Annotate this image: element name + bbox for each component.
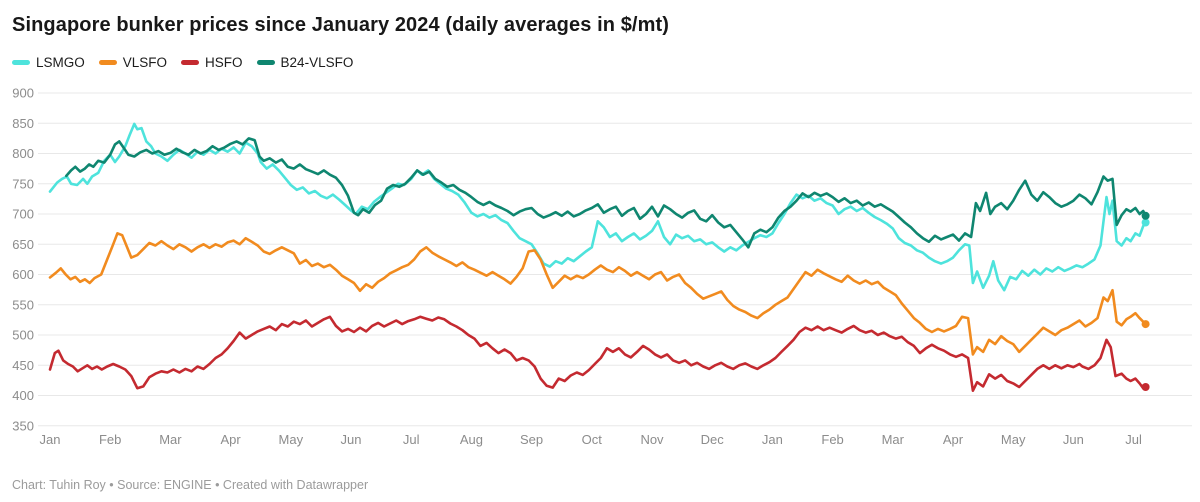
series-end-dot-LSMGO: [1141, 218, 1150, 227]
x-tick-16-May: May: [1001, 432, 1026, 447]
legend-item-VLSFO: VLSFO: [98, 54, 168, 70]
y-tick-650: 650: [12, 237, 34, 252]
series-end-dot-VLSFO: [1141, 320, 1150, 329]
legend-swatch-VLSFO: [98, 59, 117, 65]
legend-item-B24-VLSFO: B24-VLSFO: [256, 54, 354, 70]
series-end-dot-HSFO: [1141, 383, 1150, 391]
x-tick-10-Nov: Nov: [640, 432, 664, 447]
legend-swatch-B24-VLSFO: [256, 59, 275, 65]
y-tick-400: 400: [12, 388, 34, 403]
x-tick-1-Feb: Feb: [99, 432, 121, 447]
chart-area: 350 400 450 500 550 600 650 700 750 800 850 900 Jan F…: [0, 80, 1200, 465]
x-tick-2-Mar: Mar: [159, 432, 182, 447]
y-tick-550: 550: [12, 297, 34, 312]
x-tick-14-Mar: Mar: [882, 432, 905, 447]
y-tick-600: 600: [12, 267, 34, 282]
legend-label-VLSFO: VLSFO: [122, 54, 168, 70]
x-tick-15-Apr: Apr: [943, 432, 964, 447]
x-tick-12-Jan: Jan: [762, 432, 783, 447]
y-tick-900: 900: [12, 86, 34, 101]
legend-swatch-HSFO: [181, 59, 200, 65]
y-tick-350: 350: [12, 418, 34, 433]
legend-swatch-LSMGO: [12, 59, 30, 65]
series-line-HSFO[interactable]: [48, 315, 1147, 392]
series-line-B24-VLSFO[interactable]: [65, 137, 1147, 249]
x-tick-13-Feb: Feb: [821, 432, 843, 447]
x-tick-4-May: May: [279, 432, 304, 447]
legend: LSMGO VLSFO HSFO B24-VLSFO: [0, 38, 1200, 70]
x-tick-5-Jun: Jun: [341, 432, 362, 447]
x-tick-6-Jul: Jul: [403, 432, 420, 447]
legend-item-HSFO: HSFO: [181, 55, 243, 70]
y-tick-700: 700: [12, 207, 34, 222]
y-tick-500: 500: [12, 328, 34, 343]
x-tick-18-Jul: Jul: [1125, 432, 1142, 447]
y-tick-450: 450: [12, 358, 34, 373]
y-tick-750: 750: [12, 176, 34, 191]
x-tick-17-Jun: Jun: [1063, 432, 1084, 447]
gridlines: [38, 92, 1192, 427]
y-tick-800: 800: [12, 146, 34, 161]
x-tick-0-Jan: Jan: [40, 432, 61, 447]
x-tick-9-Oct: Oct: [582, 432, 603, 447]
series-line-VLSFO[interactable]: [48, 232, 1147, 356]
chart-title: Singapore bunker prices since January 20…: [12, 14, 669, 36]
x-tick-7-Aug: Aug: [460, 432, 483, 447]
x-tick-8-Sep: Sep: [520, 432, 543, 447]
legend-label-HSFO: HSFO: [205, 54, 243, 70]
legend-label-LSMGO: LSMGO: [36, 54, 85, 70]
legend-label-B24-VLSFO: B24-VLSFO: [280, 54, 354, 70]
chart-footer: Chart: Tuhin Roy • Source: ENGINE • Crea…: [12, 478, 369, 492]
line-chart[interactable]: 350 400 450 500 550 600 650 700 750 800 850 900 Jan F…: [0, 80, 1200, 460]
x-tick-3-Apr: Apr: [220, 432, 241, 447]
y-tick-850: 850: [12, 116, 34, 131]
chart-header: Singapore bunker prices since January 20…: [0, 0, 1200, 38]
y-axis-tick-labels: 350 400 450 500 550 600 650 700 750 800 850 900: [12, 86, 34, 434]
x-tick-11-Dec: Dec: [701, 432, 725, 447]
series-end-dot-B24-VLSFO: [1141, 211, 1150, 220]
legend-item-LSMGO: LSMGO: [12, 55, 85, 70]
x-axis-tick-labels: Jan Feb Mar Apr May Jun Jul Aug Sep Oct Nov Dec Jan F…: [40, 432, 1143, 447]
